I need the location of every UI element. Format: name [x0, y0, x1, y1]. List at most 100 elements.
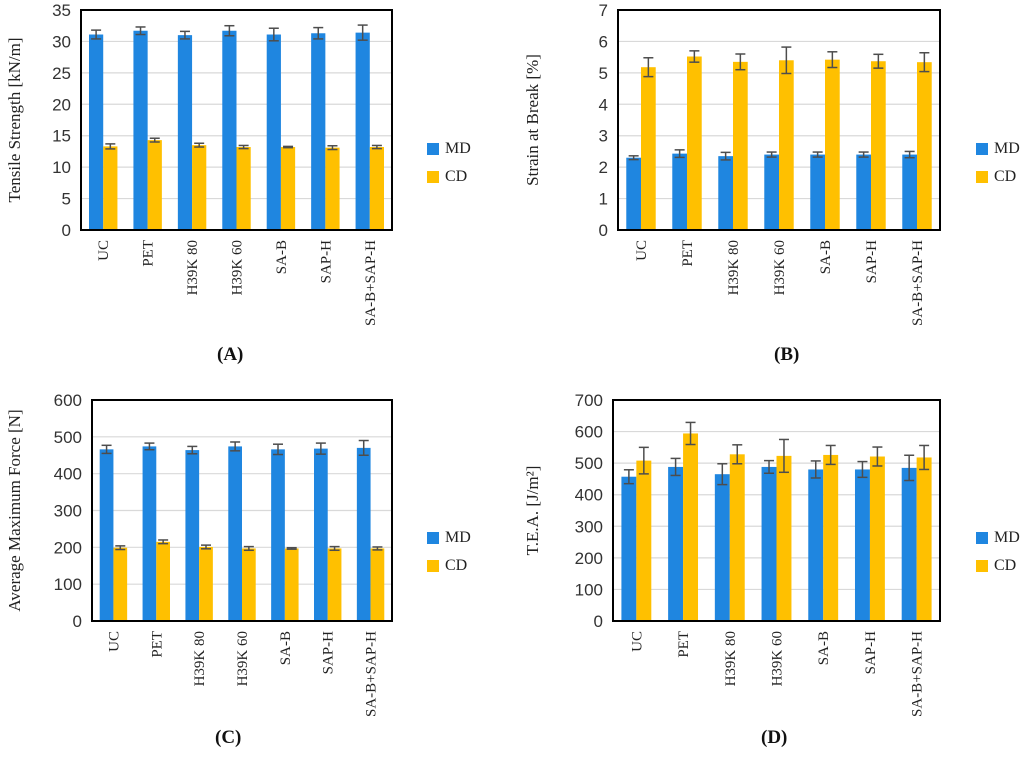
x-tick-label: PET	[676, 631, 692, 658]
chart-d: 0 100 200 300 400 500 600 700 UC PET H39K 80 H39K 6…	[523, 391, 941, 717]
x-tick-label: SA-B+SAP-H	[364, 631, 380, 717]
bar-cd	[199, 546, 213, 621]
bar-cd	[825, 59, 840, 231]
bar-cd	[916, 457, 932, 621]
x-tick-label: SAP-H	[318, 240, 334, 284]
y-tick-label: 3	[599, 127, 608, 146]
bar-md	[901, 467, 917, 621]
x-tick-label: H39K 80	[185, 240, 201, 295]
legend-label-md: MD	[445, 529, 471, 546]
legend-swatch-cd	[427, 171, 439, 183]
bar-cd	[729, 454, 745, 621]
y-tick-label: 7	[599, 1, 608, 20]
x-tick-label: PET	[680, 240, 696, 267]
bar-md	[311, 33, 326, 230]
bar-cd	[103, 146, 118, 230]
bar-md	[902, 154, 917, 230]
y-tick-label: 400	[54, 465, 82, 484]
legend-b: MD CD	[976, 135, 1020, 191]
bar-md	[854, 469, 870, 621]
x-tick-label: SA-B+SAP-H	[910, 240, 926, 326]
bar-md	[222, 30, 237, 230]
bar-md	[271, 449, 285, 621]
y-tick-label: 400	[575, 486, 603, 505]
bar-cd	[370, 548, 385, 621]
y-tick-label: 0	[599, 221, 608, 240]
chart-c: 0 100 200 300 400 500 600 UC PET H39K 80 H39K 60 SA…	[5, 391, 393, 717]
legend-d: MD CD	[976, 524, 1020, 580]
panel-label-d: (D)	[761, 727, 788, 748]
bar-cd	[156, 541, 170, 621]
legend-item-md: MD	[976, 524, 1020, 552]
legend-label-md: MD	[445, 140, 471, 157]
bar-cd	[636, 460, 652, 621]
bar-md	[626, 157, 641, 230]
bar-md	[621, 476, 637, 621]
bar-md	[856, 154, 871, 230]
bar-md	[810, 154, 825, 230]
x-tick-label: PET	[149, 631, 165, 658]
y-axis-label: T.E.A. [J/m²]	[523, 466, 542, 556]
bar-cd	[779, 60, 794, 231]
plot-frame	[91, 399, 393, 622]
y-tick-label: 100	[575, 580, 603, 599]
x-tick-label: SAP-H	[864, 240, 880, 284]
bar-md	[99, 449, 114, 621]
y-tick-label: 5	[599, 64, 608, 83]
bar-md	[764, 154, 779, 230]
bar-cd	[284, 548, 299, 621]
bar-cd	[327, 548, 342, 621]
legend-item-cd: CD	[427, 552, 471, 580]
y-tick-label: 35	[52, 1, 71, 20]
x-tick-label: SA-B	[816, 631, 832, 665]
x-tick-label: SA-B	[274, 240, 290, 274]
y-tick-label: 700	[575, 391, 603, 410]
panel-label-c: (C)	[215, 727, 242, 748]
y-tick-label: 500	[575, 454, 603, 473]
chart-b: 0 1 2 3 4 5 6 7 UC PET H39K 80 H39K 60 SA-B SAP-H SA-B…	[523, 1, 941, 326]
legend-label-md: MD	[994, 140, 1020, 157]
bar-md	[355, 32, 370, 230]
x-tick-label: SAP-H	[863, 631, 879, 675]
y-tick-label: 20	[52, 95, 71, 114]
plot-frame	[80, 9, 393, 231]
x-tick-label: SA-B	[818, 240, 834, 274]
x-tick-label: UC	[629, 631, 645, 652]
bar-md	[133, 30, 148, 230]
legend-swatch-md	[976, 532, 988, 544]
y-tick-label: 100	[54, 575, 82, 594]
legend-label-cd: CD	[994, 557, 1017, 574]
bar-md	[142, 446, 157, 621]
bar-cd	[733, 61, 748, 230]
y-tick-label: 600	[575, 423, 603, 442]
legend-swatch-md	[427, 143, 439, 155]
legend-swatch-md	[976, 143, 988, 155]
bar-md	[88, 34, 104, 231]
bar-cd	[369, 147, 385, 230]
y-axis-label: Tensile Strength [kN/m]	[5, 37, 24, 202]
legend-item-cd: CD	[976, 163, 1020, 191]
bar-md	[228, 446, 242, 621]
bar-cd	[325, 147, 340, 230]
bar-md	[185, 450, 200, 621]
bar-md	[761, 466, 777, 621]
x-tick-label: SA-B+SAP-H	[910, 631, 926, 717]
y-tick-label: 200	[54, 538, 82, 557]
bar-cd	[687, 56, 702, 231]
bar-cd	[280, 147, 296, 230]
y-tick-label: 200	[575, 549, 603, 568]
x-tick-label: SA-B+SAP-H	[363, 240, 379, 326]
y-tick-label: 15	[52, 127, 71, 146]
legend-swatch-cd	[976, 560, 988, 572]
bar-cd	[113, 547, 128, 621]
y-tick-label: 1	[599, 190, 608, 209]
bar-md	[672, 153, 687, 230]
legend-item-cd: CD	[427, 163, 471, 191]
bar-cd	[242, 548, 256, 621]
panel-d: 0 100 200 300 400 500 600 700 UC PET H39K 80 H39K 6…	[512, 381, 1024, 763]
bar-cd	[871, 61, 886, 230]
bar-md	[177, 35, 193, 231]
bar-md	[718, 156, 733, 230]
legend-c: MD CD	[427, 524, 471, 580]
plot-frame	[612, 399, 941, 622]
